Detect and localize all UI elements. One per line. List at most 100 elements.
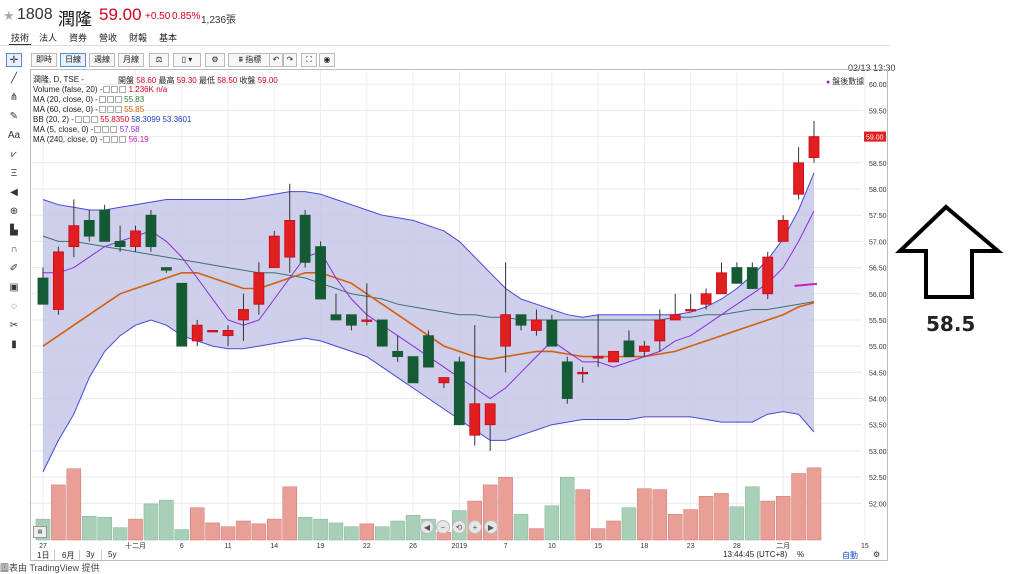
pitchfork-icon[interactable]: ⋔ <box>9 92 19 103</box>
stay-drawing-icon[interactable]: ✐ <box>9 263 19 274</box>
price-change-pct: 0.85% <box>172 11 201 22</box>
tab-institutional[interactable]: 法人 <box>39 33 58 43</box>
favorite-star-icon[interactable]: ★ <box>3 8 15 23</box>
hide-icon[interactable]: ◌ <box>11 301 17 312</box>
range-1d[interactable]: 1日 <box>37 551 50 560</box>
camera-icon[interactable]: ◉ <box>319 53 335 67</box>
candle-body <box>531 319 542 331</box>
ma60-line <box>42 235 815 321</box>
legend-main: 潤隆, D, TSE - <box>33 75 191 85</box>
fib-icon[interactable]: Ξ <box>10 168 18 179</box>
gear-icon[interactable]: ⚙ <box>873 550 881 559</box>
volume-bar <box>82 516 97 541</box>
legend-ma60-value: 55.85 <box>124 105 145 114</box>
scroll-right-icon-bg <box>484 520 498 534</box>
legend-ma20-label: MA (20, close, 0) - <box>33 95 98 104</box>
stock-header: ★ 1808 潤隆 59.00 +0.50 0.85% 1,236張 <box>0 0 1024 30</box>
scroll-left-icon-bg <box>420 520 434 534</box>
pattern-icon[interactable]: ⩗ <box>11 149 17 160</box>
eye-icon[interactable] <box>94 126 102 133</box>
time-axis-label: 2019 <box>452 543 468 550</box>
volume-bar <box>159 499 174 541</box>
after-hours-label[interactable]: 盤後數據 <box>826 76 864 87</box>
time-axis-label: 10 <box>548 543 556 550</box>
chart-style-icon[interactable]: ▯ ▾ <box>173 53 201 67</box>
candle-body <box>638 345 650 352</box>
crosshair-icon[interactable]: ✛ <box>6 53 22 67</box>
remove-tools-icon[interactable]: ✂ <box>9 320 19 331</box>
gear-icon[interactable] <box>111 136 119 143</box>
range-5y[interactable]: 5y <box>108 550 117 559</box>
close-icon[interactable] <box>114 96 122 103</box>
gear-icon[interactable] <box>106 96 114 103</box>
gear-icon[interactable] <box>111 86 119 93</box>
trash-icon[interactable]: ▮ <box>11 339 17 350</box>
auto-scale-toggle[interactable]: 自動 <box>842 551 858 560</box>
close-icon[interactable] <box>90 116 98 123</box>
text-icon[interactable]: Aa <box>7 130 21 141</box>
candle-body <box>423 335 434 368</box>
gear-icon[interactable] <box>106 106 114 113</box>
candle-body <box>83 220 95 237</box>
compare-icon[interactable]: ⚖ <box>149 53 169 67</box>
legend-ma60-label: MA (60, close, 0) - <box>33 105 98 114</box>
clock-readout[interactable]: 13:44:45 (UTC+8) <box>723 550 788 559</box>
close-icon[interactable] <box>119 86 127 93</box>
arrow-icon[interactable]: ◀ <box>10 187 18 198</box>
close-icon[interactable] <box>110 126 118 133</box>
gear-icon[interactable] <box>102 126 110 133</box>
fullscreen-icon[interactable]: ⛶ <box>301 53 317 67</box>
redo-icon[interactable]: ↷ <box>283 53 297 67</box>
candle-body <box>114 240 126 248</box>
trendline-icon[interactable]: ╱ <box>10 73 18 84</box>
brush-icon[interactable]: ✎ <box>9 111 19 122</box>
range-3y[interactable]: 3y <box>86 550 95 559</box>
eye-icon[interactable] <box>74 116 82 123</box>
volume-bar <box>390 520 405 541</box>
eye-icon[interactable] <box>103 136 111 143</box>
tab-basic[interactable]: 基本 <box>159 33 178 43</box>
volume-bar <box>344 526 359 541</box>
volume-bar <box>328 522 344 541</box>
weekly-button[interactable]: 週線 <box>89 53 115 67</box>
legend-bb-lower: 53.3601 <box>162 115 192 124</box>
range-6m[interactable]: 6月 <box>62 551 75 560</box>
measure-icon[interactable]: ▙ <box>10 225 18 236</box>
eye-icon[interactable] <box>103 86 111 93</box>
close-icon[interactable] <box>114 106 122 113</box>
price-axis-label: 54.00 <box>869 397 887 404</box>
volume-bar <box>575 489 590 541</box>
zoom-icon[interactable]: ⊕ <box>9 206 19 217</box>
candle-body <box>376 319 388 347</box>
lock-icon[interactable]: ▣ <box>9 282 19 293</box>
eye-icon[interactable] <box>98 96 106 103</box>
settings-icon[interactable]: ⚙ <box>205 53 225 67</box>
tab-financials[interactable]: 財報 <box>129 33 148 43</box>
ohlc-readout: 開盤 58.60 最高 59.30 最低 58.50 收盤 59.00 <box>118 75 278 86</box>
daily-button[interactable]: 日線 <box>60 53 86 67</box>
time-axis-label: 18 <box>640 543 648 550</box>
candle-body <box>453 361 465 426</box>
chart-frame[interactable] <box>30 69 888 561</box>
eye-icon[interactable] <box>98 106 106 113</box>
candle-body <box>299 214 311 263</box>
candle-body <box>685 309 697 312</box>
gear-icon[interactable] <box>82 116 90 123</box>
percent-toggle[interactable]: % <box>797 550 805 559</box>
close-icon[interactable] <box>119 136 127 143</box>
volume-bar <box>544 505 560 541</box>
tab-margin[interactable]: 資券 <box>69 33 88 43</box>
legend-ma60: MA (60, close, 0) - 55.85 <box>33 105 191 115</box>
realtime-button[interactable]: 即時 <box>31 53 57 67</box>
scroll-left-icon: ◀ <box>424 523 431 532</box>
tab-revenue[interactable]: 營收 <box>99 33 118 43</box>
magnet-icon[interactable]: ∩ <box>10 244 18 255</box>
volume-bar <box>97 516 112 541</box>
monthly-button[interactable]: 月線 <box>118 53 144 67</box>
candle-body <box>130 230 141 248</box>
undo-icon[interactable]: ↶ <box>269 53 283 67</box>
up-arrow-icon <box>895 204 1004 299</box>
time-axis-label: 26 <box>409 543 417 550</box>
candle-body <box>623 340 635 358</box>
